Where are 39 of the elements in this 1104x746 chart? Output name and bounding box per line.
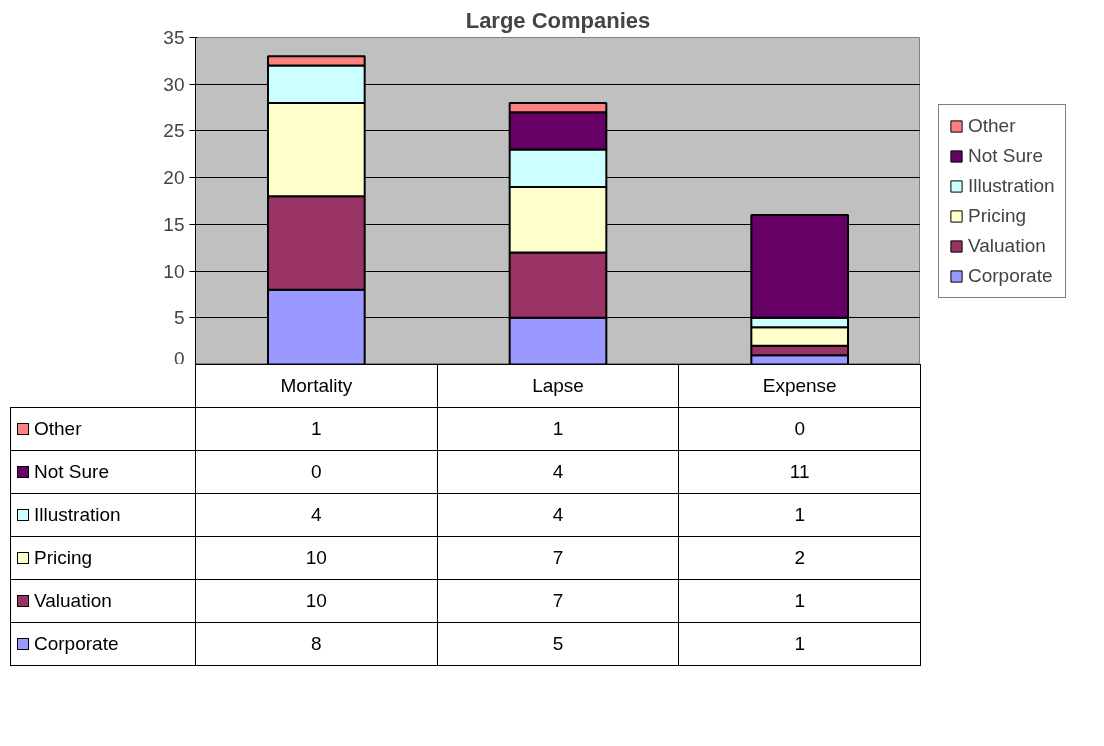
text: Illustration: [34, 504, 121, 526]
text: Not Sure: [34, 461, 109, 483]
x-tick-label: Mortality: [195, 364, 438, 408]
y-tick-label: 35: [163, 27, 185, 48]
y-tick-label: 30: [163, 73, 185, 95]
text: Corporate: [34, 633, 119, 655]
y-tick-label: 15: [163, 213, 185, 235]
data-label: 1: [678, 493, 921, 537]
legend-label: Illustration: [968, 174, 1055, 197]
data-label: 7: [437, 536, 679, 580]
text: Valuation: [34, 590, 112, 612]
data-label: 1: [678, 622, 921, 666]
data-label: 1: [678, 579, 921, 623]
data-label: 4: [437, 450, 679, 494]
x-tick-label: Expense: [678, 364, 921, 408]
legend-label: Valuation: [968, 234, 1046, 257]
chart-title: Large Companies: [465, 7, 651, 33]
y-tick-label: 25: [163, 120, 185, 142]
text: Other: [968, 114, 1016, 136]
y-tick-label: 10: [163, 260, 185, 282]
legend-label: Pricing: [968, 204, 1027, 227]
data-label: 4: [437, 493, 679, 537]
legend-label: Not Sure: [968, 144, 1043, 167]
data-label: 4: [195, 493, 438, 537]
legend-label: Other: [10, 407, 196, 451]
data-label: 0: [678, 407, 921, 451]
data-label: 1: [195, 407, 438, 451]
data-label: 7: [437, 579, 679, 623]
y-tick-label: 20: [163, 167, 185, 189]
data-label: 2: [678, 536, 921, 580]
y-tick-label: 5: [173, 307, 185, 329]
data-label: 1: [437, 407, 679, 451]
data-label: 8: [195, 622, 438, 666]
legend-label: Corporate: [968, 264, 1053, 287]
x-tick-label: Lapse: [437, 364, 679, 408]
data-label: 11: [678, 450, 921, 494]
text: Pricing: [34, 547, 93, 569]
y-tick-label: 0: [173, 347, 185, 369]
data-label: 5: [437, 622, 679, 666]
